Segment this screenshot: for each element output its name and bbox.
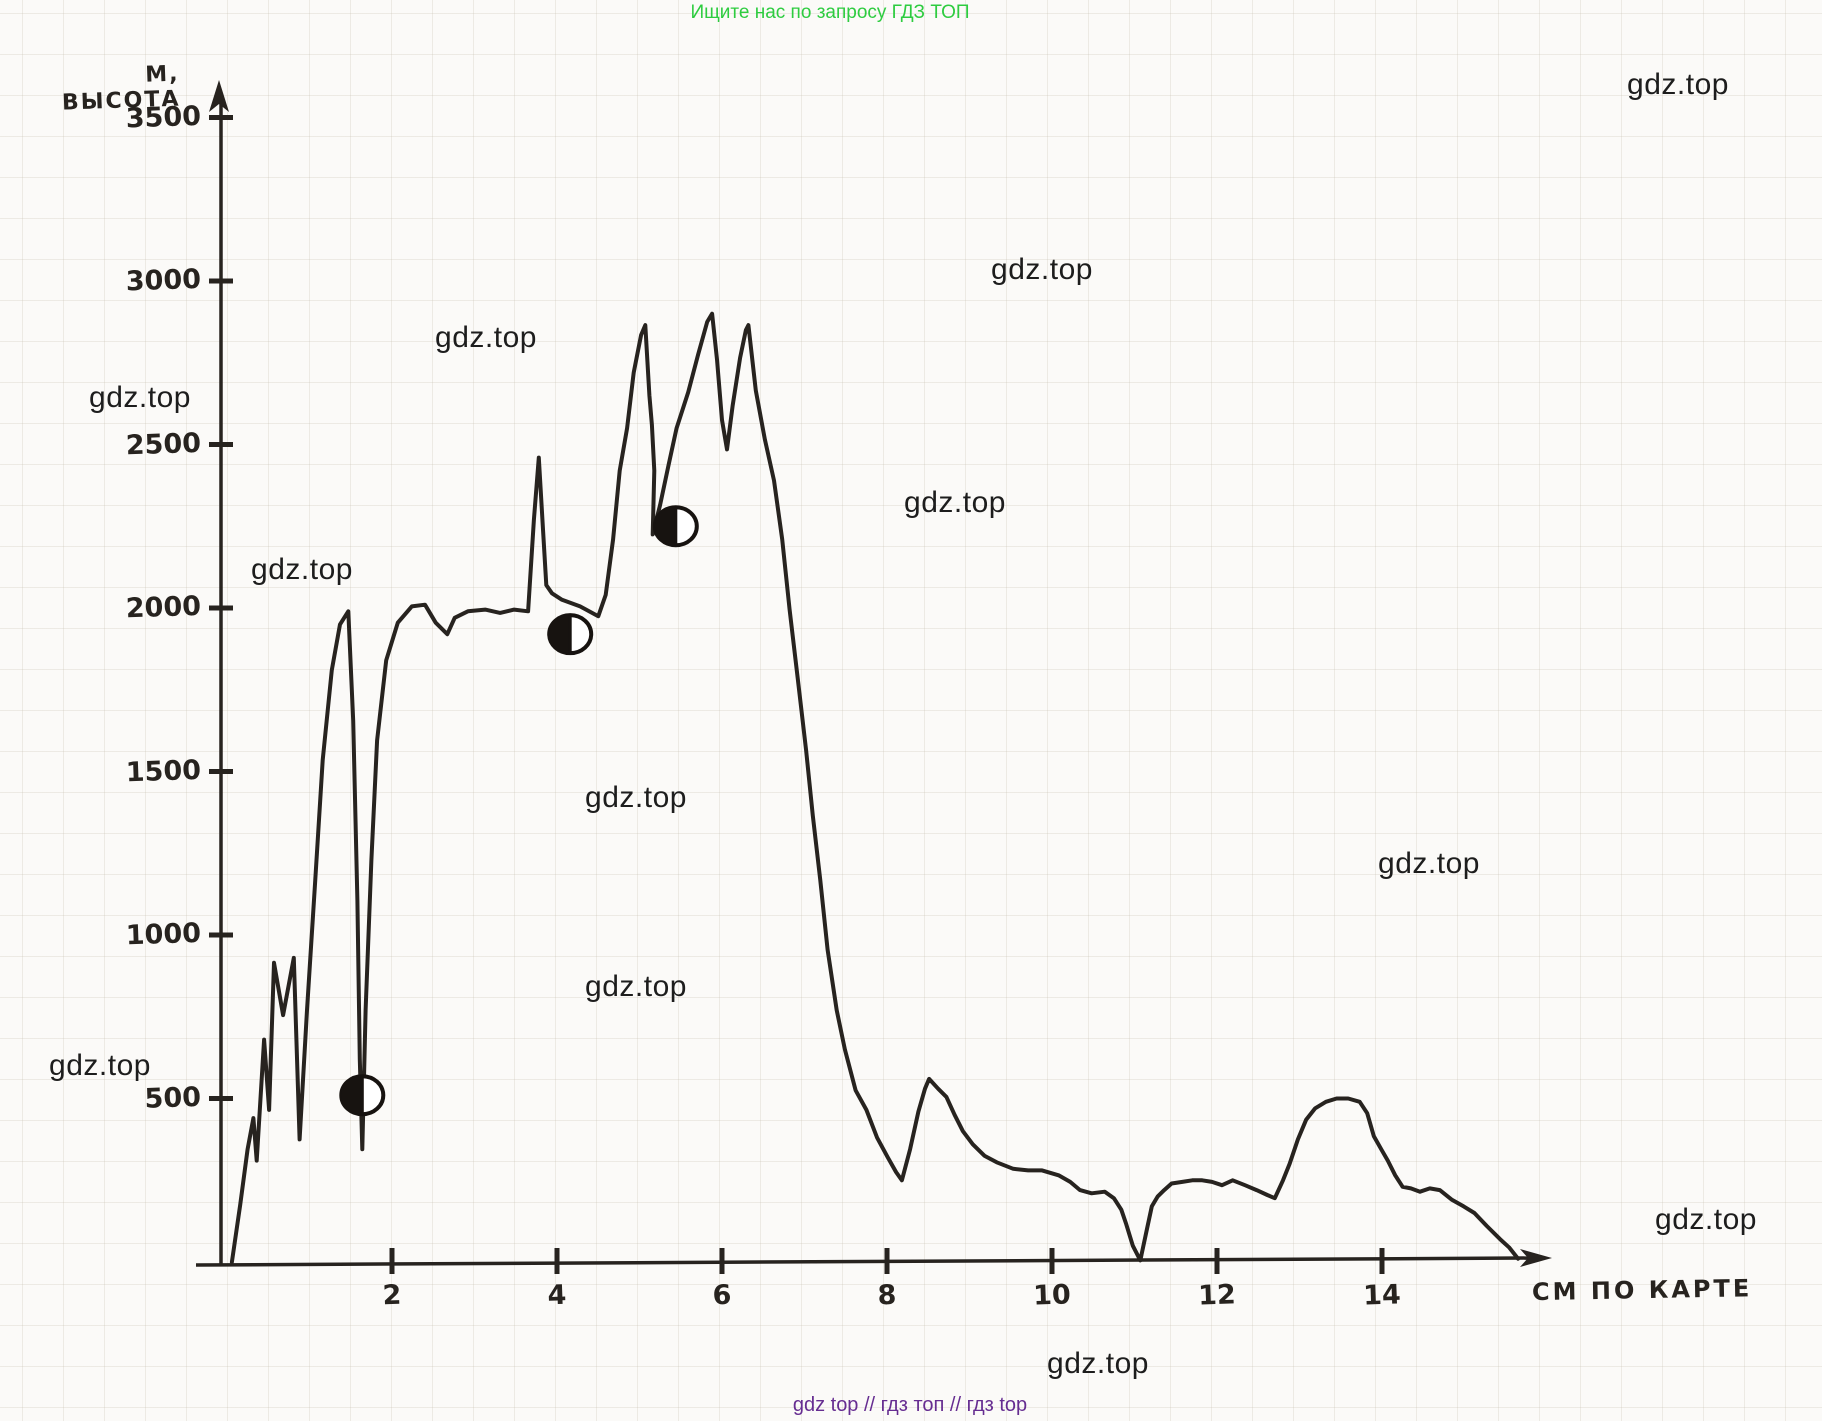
y-tick-label: 2500 xyxy=(125,427,202,461)
watermark-text: gdz.top xyxy=(1378,847,1480,880)
y-tick-label: 1000 xyxy=(125,917,202,952)
half-filled-circle-marker xyxy=(339,1074,386,1117)
x-tick-label: 8 xyxy=(877,1279,897,1312)
x-tick-label: 6 xyxy=(712,1279,732,1312)
half-filled-circle-marker xyxy=(652,505,699,548)
watermark-text: gdz.top xyxy=(991,253,1093,286)
watermark-text: gdz.top xyxy=(89,381,191,414)
x-axis-arrow-icon xyxy=(1520,1249,1552,1267)
elevation-profile-path xyxy=(229,311,1521,1264)
x-tick-label: 2 xyxy=(382,1279,402,1312)
watermark-text: gdz.top xyxy=(585,781,687,814)
site-promo-header: Ищите нас по запросу ГДЗ ТОП xyxy=(690,2,970,23)
watermark-text: gdz.top xyxy=(1655,1203,1757,1236)
watermark-text: gdz.top xyxy=(49,1049,151,1082)
watermark-text: gdz.top xyxy=(435,321,537,354)
y-tick-label: 3000 xyxy=(125,263,202,298)
y-tick-label: 3500 xyxy=(125,100,202,134)
x-tick-label: 14 xyxy=(1362,1279,1402,1312)
watermark-text: gdz.top xyxy=(1047,1347,1149,1380)
y-tick-label: 500 xyxy=(144,1081,202,1115)
x-tick-label: 12 xyxy=(1197,1279,1237,1312)
y-tick-label: 1500 xyxy=(125,754,202,788)
watermark-text: gdz.top xyxy=(585,970,687,1003)
elevation-curve xyxy=(229,311,1521,1264)
y-axis-arrow-icon xyxy=(209,80,229,112)
watermark-text: gdz.top xyxy=(251,553,353,586)
watermark-text: gdz.top xyxy=(1627,68,1729,101)
x-tick-label: 10 xyxy=(1032,1279,1072,1312)
y-tick-label: 2000 xyxy=(125,590,202,625)
map-point-markers xyxy=(339,505,699,1117)
x-axis-line xyxy=(195,1256,1537,1267)
half-filled-circle-marker xyxy=(547,613,594,656)
x-axis-title: СМ ПО КАРТЕ xyxy=(1531,1274,1753,1307)
axes xyxy=(195,80,1552,1274)
axis-ticks xyxy=(209,115,1385,1274)
site-promo-footer: gdz top // гдз топ // гдз top xyxy=(792,1394,1028,1416)
x-tick-label: 4 xyxy=(547,1279,567,1312)
watermark-text: gdz.top xyxy=(904,486,1006,519)
